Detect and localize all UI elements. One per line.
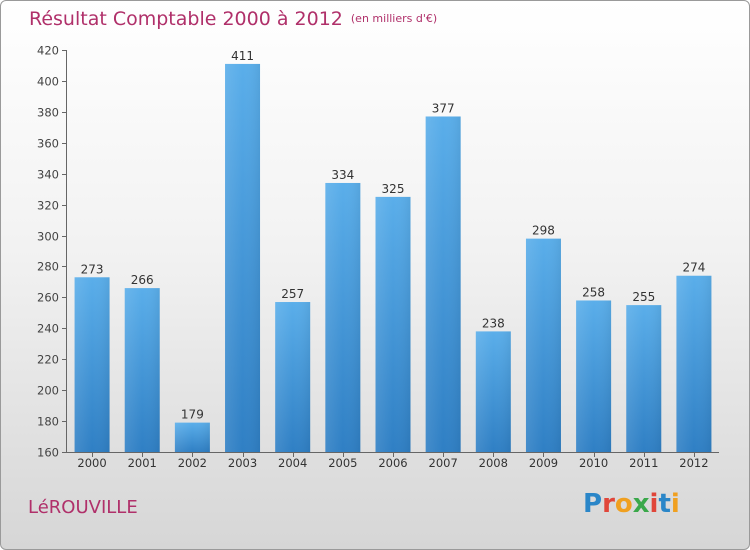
y-tick-label: 240 [37, 322, 59, 336]
bar-value-label: 255 [632, 290, 655, 304]
x-tick-label: 2011 [629, 456, 658, 470]
bar-shine [576, 300, 612, 452]
bar-shine [225, 63, 261, 453]
bar-value-label: 298 [532, 224, 555, 238]
x-tick-label: 2006 [378, 456, 407, 470]
bar-shine [174, 422, 210, 452]
x-tick-label: 2002 [178, 456, 207, 470]
town-name: LéROUVILLE [28, 497, 138, 518]
y-tick-label: 160 [37, 446, 59, 460]
bar-value-label: 273 [81, 262, 104, 276]
x-tick-label: 2010 [579, 456, 608, 470]
bar-shine [676, 275, 712, 452]
x-tick-label: 2000 [77, 456, 106, 470]
y-tick-label: 320 [37, 199, 59, 213]
x-tick-label: 2001 [128, 456, 157, 470]
bars: 273 266 179 411 257 334 325 377 238 298 258 255 274 [74, 49, 712, 453]
bar-value-label: 274 [682, 261, 705, 275]
bar-shine [325, 182, 361, 452]
bar-value-label: 266 [131, 273, 154, 287]
bar-shine [525, 238, 561, 452]
y-tick-label: 260 [37, 291, 59, 305]
x-axis: 2000 2001 2002 2003 2004 2005 2006 2007 2008 2009… [66, 452, 719, 470]
y-tick-label: 380 [37, 106, 59, 120]
y-tick-label: 280 [37, 260, 59, 274]
chart-title: Résultat Comptable 2000 à 2012 (en millie… [29, 8, 437, 30]
bar-shine [475, 331, 511, 452]
y-tick-label: 300 [37, 230, 59, 244]
y-tick-label: 420 [37, 44, 59, 58]
x-tick-label: 2012 [679, 456, 708, 470]
x-tick-label: 2008 [479, 456, 508, 470]
bar-value-label: 238 [482, 316, 505, 330]
chart-unit-label: (en milliers d'€) [350, 12, 438, 25]
y-tick-label: 340 [37, 168, 59, 182]
x-tick-label: 2009 [529, 456, 558, 470]
bar-value-label: 411 [231, 49, 254, 63]
bar-chart: 160 180 200 220 240 260 280 300 320 340 360 380 400 4… [37, 44, 719, 470]
proxiti-logo: Proxiti [583, 489, 680, 519]
x-tick-label: 2003 [228, 456, 257, 470]
x-tick-label: 2004 [278, 456, 307, 470]
x-tick-label: 2007 [429, 456, 458, 470]
bar-value-label: 258 [582, 285, 605, 299]
bar-value-label: 179 [181, 408, 204, 422]
y-tick-label: 360 [37, 137, 59, 151]
chart-title-text: Résultat Comptable 2000 à 2012 [29, 8, 343, 30]
bar-value-label: 257 [281, 287, 304, 301]
x-tick-label: 2005 [328, 456, 357, 470]
bar-shine [375, 196, 411, 452]
bar-value-label: 325 [382, 182, 405, 196]
y-tick-label: 180 [37, 415, 59, 429]
bar-shine [425, 116, 461, 452]
bar-shine [626, 305, 662, 452]
y-axis: 160 180 200 220 240 260 280 300 320 340 360 380 400 4… [37, 44, 67, 460]
bar-shine [275, 302, 311, 452]
bar-shine [74, 277, 110, 452]
bar-value-label: 334 [331, 168, 354, 182]
bar-shine [124, 288, 160, 452]
y-tick-label: 200 [37, 384, 59, 398]
y-tick-label: 400 [37, 75, 59, 89]
y-tick-label: 220 [37, 353, 59, 367]
bar-value-label: 377 [432, 101, 455, 115]
